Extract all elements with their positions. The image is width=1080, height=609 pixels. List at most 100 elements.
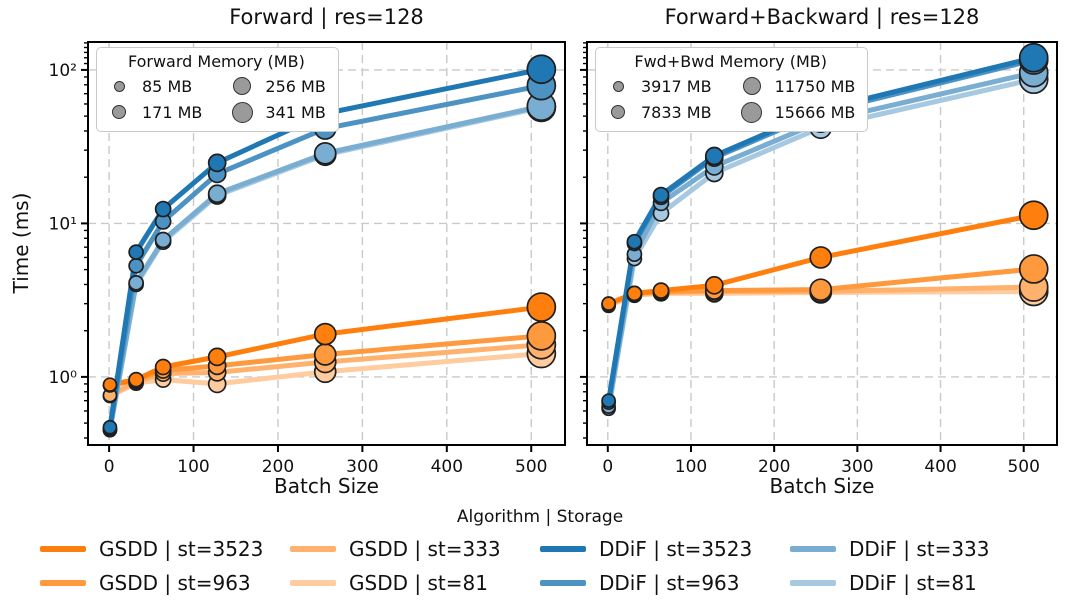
- y-axis-label: Time (ms): [9, 192, 33, 294]
- y-tick-label: 10²: [49, 61, 77, 81]
- data-point: [1018, 42, 1049, 73]
- memory-dot-icon: [230, 100, 254, 124]
- legend-entry: GSDD | st=3523: [40, 535, 290, 562]
- data-point: [154, 200, 172, 218]
- right-plot-title: Forward+Backward | res=128: [664, 5, 980, 29]
- data-point: [652, 282, 670, 299]
- memory-size-label: 3917 MB: [641, 76, 712, 96]
- data-point: [1018, 254, 1049, 284]
- data-point: [1018, 200, 1049, 231]
- legend-label: GSDD | st=81: [349, 570, 488, 595]
- legend-label: GSDD | st=3523: [99, 536, 264, 561]
- memory-legend-entry: 7833 MB: [606, 100, 712, 124]
- data-point: [102, 419, 118, 435]
- legend-label: DDiF | st=333: [849, 536, 990, 561]
- data-point: [601, 296, 616, 312]
- data-point: [313, 343, 337, 366]
- legend-swatch: [540, 545, 586, 552]
- legend-label: GSDD | st=963: [99, 570, 251, 595]
- memory-dot-icon: [230, 74, 254, 98]
- legend-label: DDiF | st=963: [599, 570, 740, 595]
- x-tick-label: 500: [515, 457, 547, 477]
- memory-legend-entry: 256 MB: [230, 74, 326, 98]
- data-point: [704, 275, 724, 295]
- data-point: [207, 347, 227, 367]
- memory-size-label: 15666 MB: [774, 102, 856, 122]
- legend-entry: DDiF | st=333: [790, 535, 1040, 562]
- data-point: [652, 186, 670, 204]
- right-x-axis-label: Batch Size: [769, 474, 875, 498]
- x-tick-label: 300: [346, 457, 378, 477]
- legend-label: DDiF | st=3523: [599, 536, 753, 561]
- legend-entry: GSDD | st=81: [290, 569, 540, 596]
- data-point: [102, 377, 118, 393]
- memory-size-label: 171 MB: [142, 102, 203, 122]
- memory-legend-entry: 3917 MB: [606, 74, 712, 98]
- legend-entry: DDiF | st=3523: [540, 535, 790, 562]
- x-tick-label: 400: [924, 457, 956, 477]
- legend-swatch: [40, 579, 86, 586]
- memory-size-label: 85 MB: [142, 76, 193, 96]
- memory-legend-entry: 341 MB: [230, 100, 326, 124]
- legend-swatch: [290, 579, 336, 586]
- x-tick-label: 0: [104, 457, 115, 477]
- legend-entry: DDiF | st=963: [540, 569, 790, 596]
- data-point: [128, 371, 144, 388]
- legend-swatch: [790, 545, 836, 552]
- algorithm-storage-legend: GSDD | st=3523 GSDD | st=333 DDiF | st=3…: [0, 535, 1080, 596]
- legend-label: GSDD | st=333: [349, 536, 501, 561]
- memory-dot-icon: [606, 74, 630, 98]
- data-point: [207, 153, 227, 173]
- memory-dot-icon: [107, 100, 131, 124]
- legend-swatch: [40, 545, 86, 552]
- legend-swatch: [790, 579, 836, 586]
- left-plot: 0 100 200 300 400 500 10⁰ 10¹ 10²: [49, 41, 566, 477]
- memory-dot-icon: [740, 100, 764, 124]
- memory-size-label: 256 MB: [265, 76, 326, 96]
- legend-swatch: [290, 545, 336, 552]
- legend-title: Algorithm | Storage: [456, 507, 624, 527]
- data-point: [313, 322, 337, 346]
- memory-legend-entry: 15666 MB: [740, 100, 856, 124]
- left-x-axis-label: Batch Size: [274, 474, 379, 498]
- memory-size-label: 7833 MB: [641, 102, 712, 122]
- memory-dot-icon: [606, 100, 630, 124]
- data-point: [526, 292, 557, 322]
- data-point: [207, 184, 227, 204]
- memory-dot-icon: [107, 74, 131, 98]
- x-tick-label: 100: [675, 457, 707, 477]
- memory-size-label: 11750 MB: [774, 76, 856, 96]
- fwd-bwd-memory-legend: Fwd+Bwd Memory (MB) 3917 MB 11750 MB 783…: [595, 47, 869, 132]
- memory-size-label: 341 MB: [265, 102, 326, 122]
- left-plot-title: Forward | res=128: [229, 5, 424, 29]
- right-plot: 0 100 200 300 400 500: [580, 41, 1058, 477]
- data-point: [809, 278, 833, 302]
- data-point: [601, 393, 616, 409]
- memory-legend-entry: 171 MB: [107, 100, 202, 124]
- data-point: [154, 358, 172, 376]
- data-point: [313, 142, 337, 165]
- legend-swatch: [540, 579, 586, 586]
- plot-border: [586, 41, 1058, 446]
- y-tick-label: 10⁰: [49, 368, 78, 388]
- x-tick-label: 300: [841, 457, 873, 477]
- legend-entry: DDiF | st=81: [790, 569, 1040, 596]
- memory-legend-title: Forward Memory (MB): [127, 52, 305, 71]
- x-tick-label: 0: [602, 457, 613, 477]
- data-point: [526, 54, 557, 85]
- memory-legend-title: Fwd+Bwd Memory (MB): [634, 52, 827, 71]
- data-point: [626, 233, 643, 250]
- data-point: [809, 246, 833, 269]
- data-point: [704, 146, 724, 166]
- y-tick-label: 10¹: [49, 214, 77, 234]
- x-tick-label: 100: [177, 457, 209, 477]
- data-point: [128, 274, 144, 291]
- memory-legend-entry: 11750 MB: [740, 74, 856, 98]
- x-tick-label: 200: [758, 457, 790, 477]
- data-point: [626, 285, 643, 302]
- x-tick-label: 400: [431, 457, 463, 477]
- forward-memory-legend: Forward Memory (MB) 85 MB 256 MB 171 MB …: [96, 47, 339, 132]
- plot-border: [87, 41, 566, 446]
- memory-dot-icon: [740, 74, 764, 98]
